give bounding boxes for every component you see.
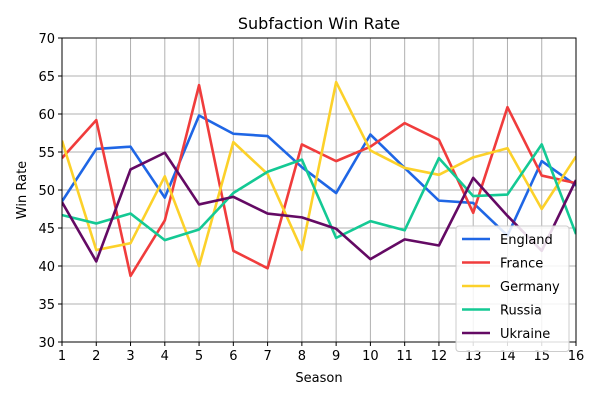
x-tick-label: 14 <box>499 349 516 364</box>
x-tick-label: 7 <box>263 349 271 364</box>
x-tick-label: 13 <box>465 349 482 364</box>
legend-label-england: England <box>500 233 553 248</box>
y-axis-label: Win Rate <box>15 161 30 219</box>
series-line-ukraine <box>62 151 576 263</box>
x-tick-label: 15 <box>533 349 550 364</box>
legend-label-russia: Russia <box>500 304 542 319</box>
legend-box <box>455 225 570 352</box>
y-tick-label: 70 <box>38 32 55 47</box>
x-axis: 1 2 3 4 5 6 7 8 9 10 11 12 13 14 15 16 <box>58 342 584 364</box>
x-axis-label: Season <box>295 371 342 386</box>
x-tick-label: 1 <box>58 349 66 364</box>
x-tick-label: 10 <box>362 349 379 364</box>
series-line-germany <box>62 80 576 268</box>
x-tick-label: 6 <box>229 349 237 364</box>
x-tick-label: 16 <box>568 349 585 364</box>
series-line-england <box>62 114 576 237</box>
y-tick-label: 40 <box>38 260 55 275</box>
series-lines <box>62 80 576 278</box>
x-tick-label: 9 <box>332 349 340 364</box>
series-line-france <box>62 83 576 278</box>
y-tick-label: 45 <box>38 222 55 237</box>
x-tick-label: 11 <box>396 349 413 364</box>
y-axis: 30 35 40 45 50 55 60 65 70 <box>38 32 62 351</box>
x-tick-label: 12 <box>431 349 448 364</box>
legend-label-germany: Germany <box>500 280 560 295</box>
x-tick-label: 2 <box>92 349 100 364</box>
y-tick-label: 55 <box>38 146 55 161</box>
y-tick-label: 60 <box>38 108 55 123</box>
y-tick-label: 50 <box>38 184 55 199</box>
legend-label-ukraine: Ukraine <box>500 327 550 342</box>
chart-title: Subfaction Win Rate <box>238 14 400 33</box>
x-tick-label: 4 <box>161 349 169 364</box>
x-tick-label: 5 <box>195 349 203 364</box>
legend: England France Germany Russia Ukraine <box>455 225 570 352</box>
y-tick-label: 35 <box>38 298 55 313</box>
x-tick-label: 8 <box>298 349 306 364</box>
legend-label-france: France <box>500 257 543 272</box>
x-tick-label: 3 <box>126 349 134 364</box>
y-tick-label: 65 <box>38 70 55 85</box>
y-tick-label: 30 <box>38 336 55 351</box>
